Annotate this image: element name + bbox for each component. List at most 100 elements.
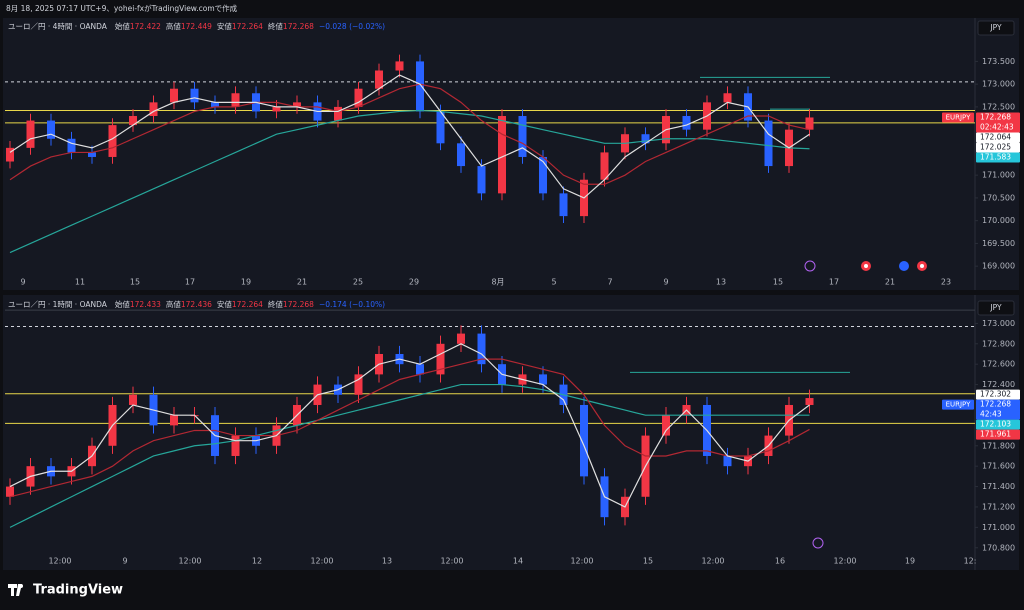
x-tick-label: 13 — [382, 557, 392, 566]
y-tick-label: 171.600 — [982, 462, 1015, 471]
x-tick-label: 12:00 — [178, 557, 201, 566]
price-badge-value: 171.583 — [980, 152, 1011, 161]
x-tick-label: 19 — [905, 557, 915, 566]
x-tick-label: 16 — [775, 557, 785, 566]
symbol-tag — [942, 112, 974, 123]
moving-average — [9, 74, 810, 199]
candle-body — [416, 61, 424, 112]
price-badge-value: 172.103 — [980, 420, 1011, 429]
x-tick-label: 12:00 — [701, 557, 724, 566]
candle-body — [539, 374, 547, 385]
y-tick-label: 170.500 — [982, 193, 1015, 202]
candle-body — [457, 333, 465, 344]
candle-body — [334, 106, 342, 121]
chart-title: ユーロ／円 · 4時間 · OANDA — [8, 22, 108, 31]
candle-body — [580, 404, 588, 477]
price-badge — [976, 399, 1020, 420]
x-tick-label: 12:00 — [570, 557, 593, 566]
x-tick-label: 11 — [75, 278, 85, 287]
moving-average — [9, 383, 810, 528]
price-badge-value: 171.961 — [980, 430, 1011, 439]
candle-body — [723, 455, 732, 467]
candle-body — [805, 117, 814, 130]
candle-body — [477, 166, 486, 194]
x-tick-label: 5 — [551, 278, 556, 287]
candle-body — [662, 415, 670, 436]
candle-body — [641, 134, 650, 144]
x-tick-label: 12:00 — [310, 557, 333, 566]
currency-label: JPY — [989, 23, 1002, 32]
x-tick-label: 9 — [20, 278, 25, 287]
y-tick-label: 172.800 — [982, 339, 1015, 348]
y-tick-label: 170.800 — [982, 543, 1015, 552]
candle-body — [723, 93, 732, 103]
candle-body — [416, 364, 424, 375]
candle-body — [231, 93, 240, 107]
candle-body — [498, 116, 506, 194]
symbol-tag — [942, 399, 974, 410]
x-tick-label: 7 — [607, 278, 612, 287]
x-tick-label: 14 — [513, 557, 523, 566]
candle-body — [170, 415, 178, 426]
candle-body — [6, 147, 14, 162]
price-badge — [976, 152, 1020, 163]
legend-label: 終値 — [268, 299, 283, 309]
price-badge — [976, 389, 1020, 400]
x-tick-label: 15 — [130, 278, 140, 287]
price-badge — [976, 429, 1020, 440]
x-tick-label: 29 — [409, 278, 419, 287]
brand: TradingView — [33, 583, 123, 598]
x-tick-label: 21 — [297, 278, 307, 287]
panel-bg — [3, 295, 1019, 570]
y-tick-label: 172.600 — [982, 360, 1015, 369]
candle-body — [682, 116, 691, 130]
price-badge-value: 172.302 — [980, 390, 1011, 399]
candle-body — [805, 398, 814, 405]
price-badge-value: 172.025 — [980, 142, 1011, 151]
candle-body — [354, 374, 363, 395]
legend-value: 172.422 — [130, 22, 161, 31]
y-tick-label: 169.000 — [982, 262, 1015, 271]
chart-title: ユーロ／円 · 1時間 · OANDA — [8, 300, 108, 309]
candle-body — [129, 116, 137, 126]
currency-label: JPY — [989, 303, 1002, 312]
y-tick-label: 169.500 — [982, 239, 1015, 248]
candle-body — [518, 116, 527, 157]
x-tick-label: 17 — [185, 278, 195, 287]
y-tick-label: 170.000 — [982, 216, 1015, 225]
x-tick-label: 13 — [716, 278, 726, 287]
y-tick-label: 171.200 — [982, 502, 1015, 511]
x-tick-label: 21 — [885, 278, 895, 287]
y-tick-label: 171.000 — [982, 171, 1015, 180]
candle-body — [354, 88, 363, 107]
y-tick-label: 171.800 — [982, 441, 1015, 450]
x-tick-label: 12 — [252, 557, 262, 566]
symbol-tag-label: EURJPY — [946, 113, 972, 121]
currency-button — [977, 20, 1015, 36]
x-tick-label: 12:00 — [833, 557, 856, 566]
price-badge — [976, 132, 1020, 143]
symbol-tag-label: EURJPY — [946, 401, 972, 409]
candle-body — [88, 152, 96, 157]
x-tick-label: 15 — [773, 278, 783, 287]
x-tick-label: 23 — [941, 278, 951, 287]
y-tick-label: 171.400 — [982, 482, 1015, 491]
candle-body — [108, 125, 117, 157]
moving-average — [9, 343, 810, 508]
legend-value: 172.449 — [181, 22, 212, 31]
price-badge — [976, 142, 1020, 153]
y-tick-label: 172.400 — [982, 380, 1015, 389]
candle-body — [539, 156, 547, 194]
legend-label: 始値 — [115, 21, 130, 31]
price-badge — [976, 419, 1020, 430]
x-tick-label: 19 — [241, 278, 251, 287]
legend-label: 高値 — [166, 21, 181, 31]
price-badge-timer: 02:42:43 — [980, 122, 1014, 131]
y-tick-label: 173.000 — [982, 319, 1015, 328]
legend-label: 安値 — [217, 21, 232, 31]
candle-body — [272, 106, 281, 112]
candle-body — [47, 120, 55, 139]
candle-body — [6, 486, 14, 497]
